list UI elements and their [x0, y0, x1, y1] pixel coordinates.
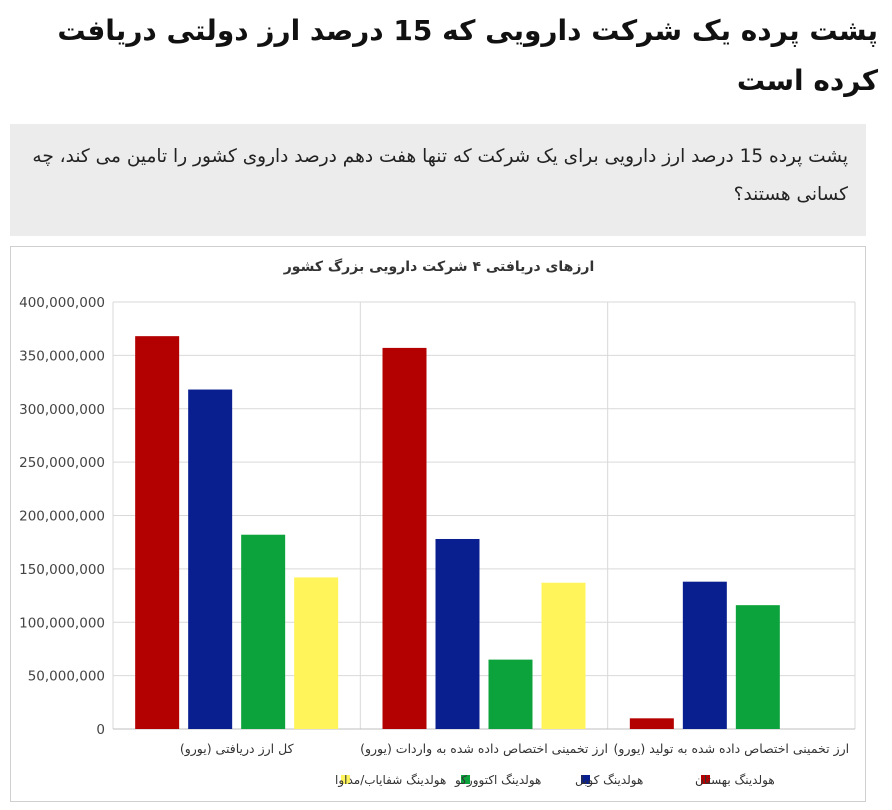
y-tick-label: 50,000,000 [28, 669, 105, 685]
bar [135, 336, 180, 729]
chart-title: ارزهای دریافتی ۴ شرکت دارویی بزرگ کشور [283, 259, 595, 275]
bar [629, 718, 674, 729]
y-tick-label: 350,000,000 [19, 348, 105, 364]
y-tick-label: 100,000,000 [19, 615, 105, 631]
y-tick-label: 0 [96, 722, 105, 738]
legend-swatch [341, 775, 350, 784]
legend-label: هولدینگ بهستان [695, 773, 775, 788]
bar-chart: 0 50,000,000 100,000,000 150,000,000 200,000… [19, 295, 856, 788]
x-axis-categories: کل ارز دریافتی (یورو) ارز تخمینی اختصاص د… [180, 741, 849, 757]
bar [435, 538, 480, 729]
y-tick-label: 400,000,000 [19, 295, 105, 311]
bar [682, 581, 727, 729]
chart-bars [135, 336, 780, 729]
y-tick-label: 300,000,000 [19, 402, 105, 418]
x-category-label: ارز تخمینی اختصاص داده شده به واردات (یو… [360, 741, 608, 757]
bar [382, 347, 427, 729]
legend-label: هولدینگ اکتوورکو [454, 773, 541, 788]
y-tick-label: 250,000,000 [19, 455, 105, 471]
x-category-label: ارز تخمینی اختصاص داده شده به تولید (یور… [614, 741, 850, 757]
legend-swatch [461, 775, 470, 784]
chart-container: ارزهای دریافتی ۴ شرکت دارویی بزرگ کشور 0… [10, 246, 866, 802]
legend-label: هولدینگ شفایاب/مداوا [335, 773, 446, 788]
chart-gridlines [112, 301, 856, 730]
y-tick-label: 150,000,000 [19, 562, 105, 578]
bar [188, 389, 233, 729]
bar [241, 534, 286, 729]
legend-swatch [581, 775, 590, 784]
chart-legend: هولدینگ بهستان هولدینگ کوبل هولدینگ اکتوور… [335, 773, 775, 788]
legend-label: هولدینگ کوبل [575, 773, 643, 788]
x-category-label: کل ارز دریافتی (یورو) [180, 741, 294, 757]
legend-swatch [701, 775, 710, 784]
y-tick-label: 200,000,000 [19, 509, 105, 525]
bar [294, 577, 339, 729]
bar [488, 659, 533, 729]
bar [541, 582, 586, 729]
article-lead: پشت پرده 15 درصد ارز دارویی برای یک شرکت… [10, 124, 866, 236]
y-axis-ticks: 0 50,000,000 100,000,000 150,000,000 200,000… [19, 295, 105, 738]
article-headline: پشت پرده یک شرکت دارویی که 15 درصد ارز د… [57, 14, 878, 97]
bar [735, 605, 780, 729]
